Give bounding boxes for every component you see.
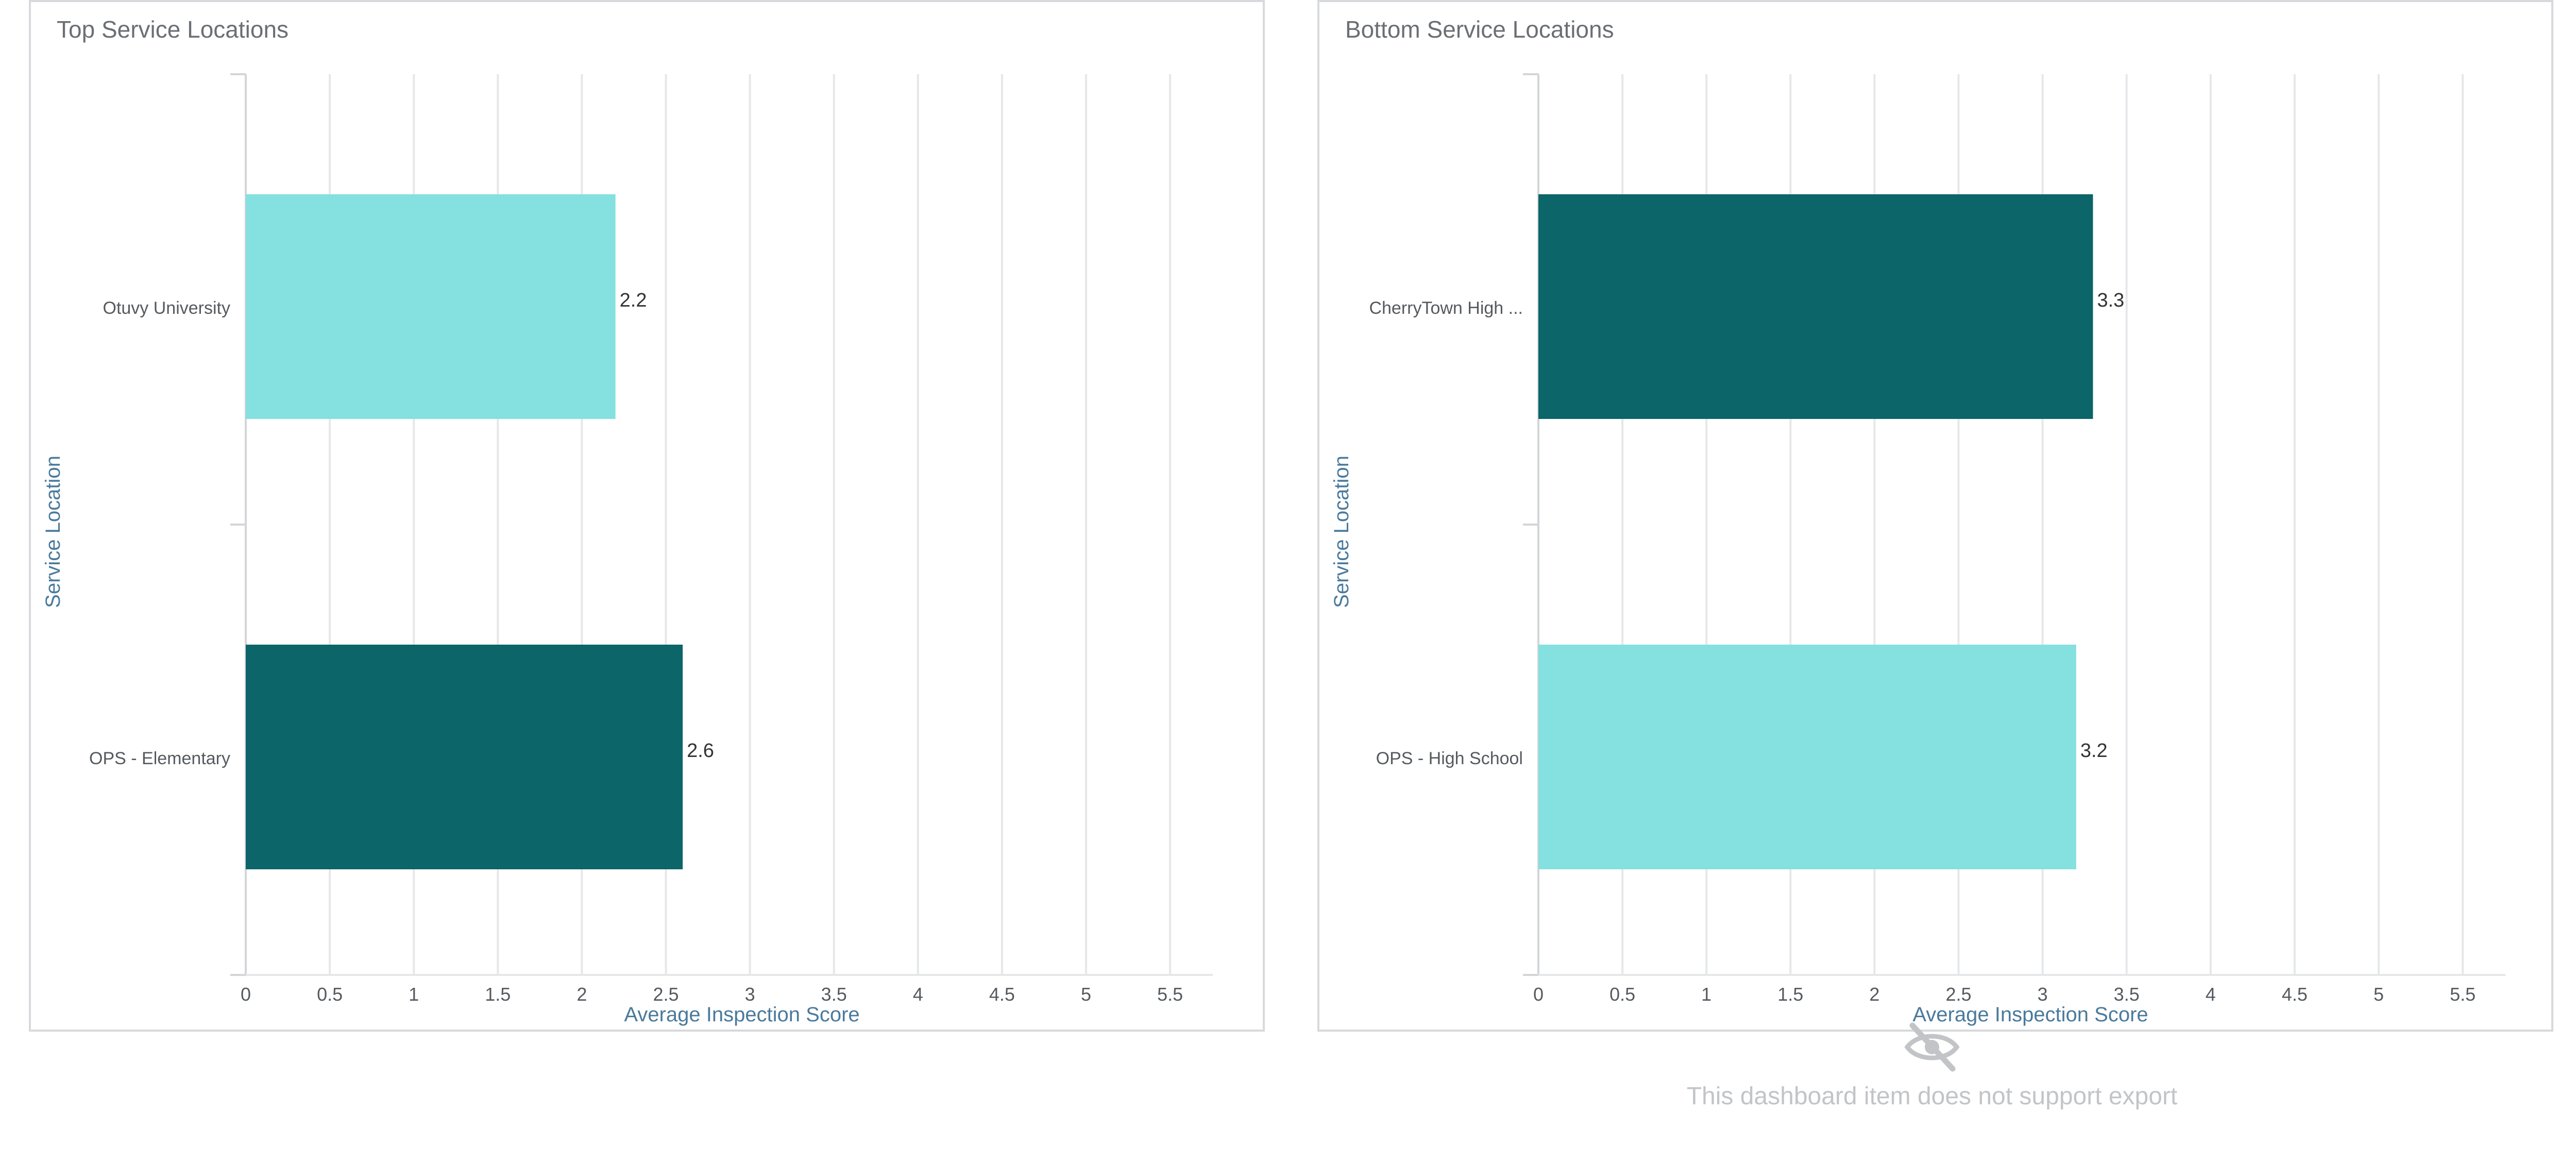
top-service-locations-panel: Top Service Locations 0 0.5 1 1.5 2 2.5 3 3.5 4 4… [29, 0, 1265, 1032]
x-axis-title: Average Inspection Score [1912, 1003, 2148, 1026]
x-tick-label: 3.5 [2114, 984, 2140, 1005]
export-unsupported-notice: This dashboard item does not support exp… [1597, 1010, 2267, 1134]
x-tick-label: 5.5 [1157, 984, 1183, 1005]
eye-slash-icon [1904, 1022, 1960, 1072]
y-axis-title: Service Location [42, 456, 64, 608]
x-tick-label: 1 [409, 984, 419, 1005]
x-tick-label: 3 [2038, 984, 2048, 1005]
bar [246, 645, 683, 869]
category-label: Otuvy University [103, 298, 231, 318]
x-tick-label: 4 [913, 984, 923, 1005]
x-axis-title: Average Inspection Score [624, 1003, 859, 1026]
x-tick-label: 0 [1533, 984, 1544, 1005]
x-tick-label: 1.5 [1777, 984, 1803, 1005]
y-axis-title: Service Location [1330, 456, 1353, 608]
x-tick-label: 4.5 [989, 984, 1015, 1005]
bar [1538, 645, 2076, 869]
x-tick-label: 0 [241, 984, 251, 1005]
x-tick-label: 2 [1869, 984, 1879, 1005]
category-label: OPS - High School [1376, 749, 1523, 768]
export-unsupported-text: This dashboard item does not support exp… [1686, 1083, 2178, 1110]
x-tick-label: 2.5 [1945, 984, 1971, 1005]
x-tick-label: 4 [2206, 984, 2216, 1005]
panel-title: Top Service Locations [57, 16, 289, 43]
x-tick-label: 3.5 [821, 984, 847, 1005]
x-tick-label: 2 [577, 984, 587, 1005]
x-tick-label: 5 [2374, 984, 2384, 1005]
bar [1538, 194, 2093, 419]
data-label: 3.3 [2097, 290, 2124, 311]
bottom-service-locations-panel: Bottom Service Locations 0 0.5 1 1.5 2 2.5 3 3.… [1317, 0, 2553, 1032]
x-tick-label: 4.5 [2282, 984, 2308, 1005]
x-tick-label: 2.5 [653, 984, 679, 1005]
x-tick-label: 1.5 [485, 984, 511, 1005]
x-tick-label: 5 [1081, 984, 1091, 1005]
data-label: 2.2 [620, 290, 647, 311]
x-tick-label: 0.5 [317, 984, 343, 1005]
x-tick-label: 0.5 [1609, 984, 1635, 1005]
top-locations-chart: 0 0.5 1 1.5 2 2.5 3 3.5 4 4.5 5 5.5 2.2 Otuvy Univers… [42, 73, 1213, 1026]
x-tick-label: 1 [1701, 984, 1711, 1005]
data-label: 3.2 [2080, 740, 2108, 762]
bottom-locations-chart: 0 0.5 1 1.5 2 2.5 3 3.5 4 4.5 5 5.5 3.3 CherryTown Hi… [1330, 73, 2506, 1026]
category-label: CherryTown High ... [1369, 298, 1523, 318]
panel-title: Bottom Service Locations [1345, 16, 1614, 43]
x-tick-label: 3 [745, 984, 755, 1005]
x-tick-label: 5.5 [2450, 984, 2476, 1005]
category-label: OPS - Elementary [89, 749, 230, 768]
data-label: 2.6 [687, 740, 714, 762]
bar [246, 194, 616, 419]
